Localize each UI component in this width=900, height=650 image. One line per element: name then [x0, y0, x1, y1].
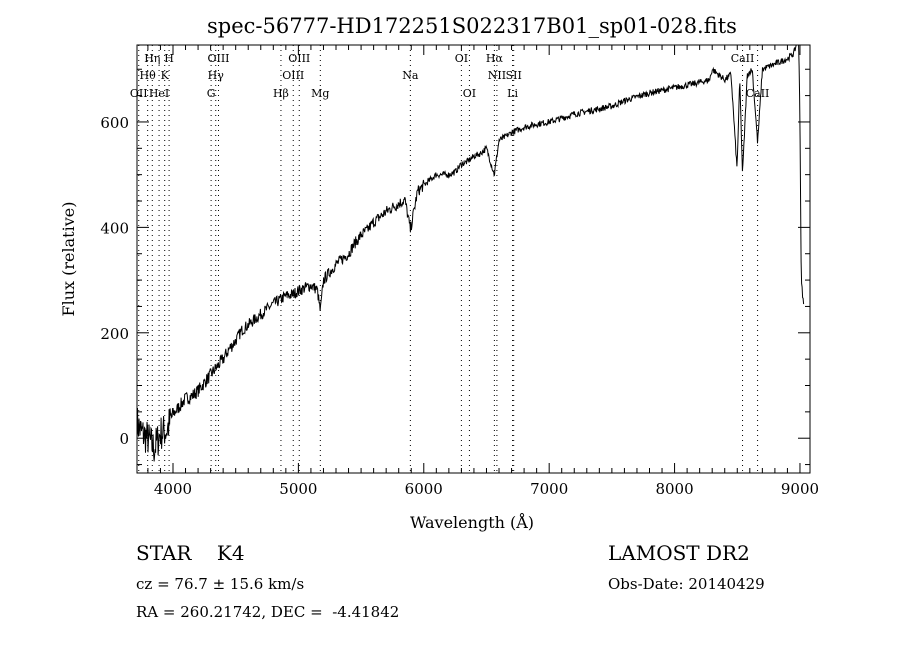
- line-marker-label: Li: [507, 87, 518, 100]
- line-marker-label: K: [161, 69, 170, 82]
- x-tick-label: 7000: [530, 480, 568, 498]
- line-marker-label: H: [164, 52, 174, 65]
- object-type: STAR K4: [136, 541, 245, 565]
- plot-frame: [136, 44, 811, 474]
- line-marker-label: OI: [455, 52, 468, 65]
- line-marker-label: SII: [506, 69, 522, 82]
- x-tick-label: 6000: [405, 480, 443, 498]
- line-marker-label: HeI: [149, 87, 169, 100]
- line-marker-label: OIII: [207, 52, 229, 65]
- y-tick-label: 200: [100, 325, 129, 343]
- x-tick-label: 4000: [154, 480, 192, 498]
- line-marker-label: Hγ: [208, 69, 225, 82]
- line-marker-label: NII: [488, 69, 506, 82]
- line-marker-label: Hα: [486, 52, 504, 65]
- axes: 4000 5000 6000 7000 8000 9000 0 200 400 600: [100, 45, 819, 498]
- x-tick-label: 5000: [279, 480, 317, 498]
- redshift-cz: cz = 76.7 ± 15.6 km/s: [136, 575, 305, 593]
- x-tick-label: 8000: [655, 480, 693, 498]
- line-marker-label: Hθ: [140, 69, 157, 82]
- line-markers: OII Hθ Hη HeI KH G Hγ OIII Hβ OIII OIII Mg Na OI OI Hα N…: [130, 45, 770, 473]
- line-marker-label: CaII: [731, 52, 755, 65]
- line-marker-label: Na: [402, 69, 419, 82]
- y-tick-label: 400: [100, 219, 129, 237]
- line-marker-label: OII: [130, 87, 148, 100]
- line-marker-label: Mg: [311, 87, 329, 100]
- line-marker-label: OIII: [288, 52, 310, 65]
- line-marker-label: G: [207, 87, 216, 100]
- series-line-flux: [136, 44, 805, 462]
- line-marker-label: CaII: [746, 87, 770, 100]
- y-axis-label: Flux (relative): [59, 202, 78, 317]
- survey-name: LAMOST DR2: [608, 541, 750, 565]
- chart-title: spec-56777-HD172251S022317B01_sp01-028.f…: [207, 14, 737, 38]
- line-marker-label: OI: [463, 87, 476, 100]
- line-marker-label: Hβ: [273, 87, 289, 100]
- y-tick-label: 600: [100, 114, 129, 132]
- line-marker-label: Hη: [144, 52, 160, 65]
- line-marker-label: OIII: [282, 69, 304, 82]
- y-tick-label: 0: [119, 430, 129, 448]
- x-axis-label: Wavelength (Å): [410, 512, 534, 532]
- obs-date: Obs-Date: 20140429: [608, 575, 765, 593]
- x-tick-label: 9000: [781, 480, 819, 498]
- coordinates: RA = 260.21742, DEC = -4.41842: [136, 603, 400, 621]
